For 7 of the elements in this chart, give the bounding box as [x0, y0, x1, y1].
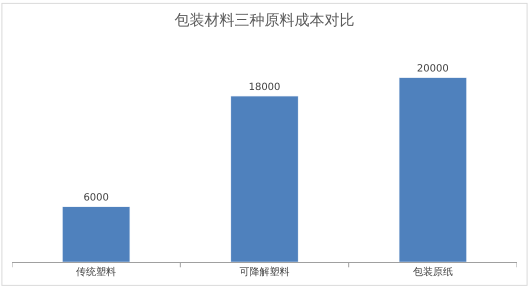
chart-title: 包装材料三种原料成本对比: [174, 11, 354, 30]
x-tick-label: 可降解塑料: [240, 266, 290, 278]
x-tick-label: 传统塑料: [76, 266, 116, 278]
data-label: 20000: [416, 64, 449, 75]
data-label: 18000: [248, 82, 280, 94]
data-label: 6000: [83, 192, 109, 204]
x-tick-label: 包装原纸: [412, 266, 453, 278]
